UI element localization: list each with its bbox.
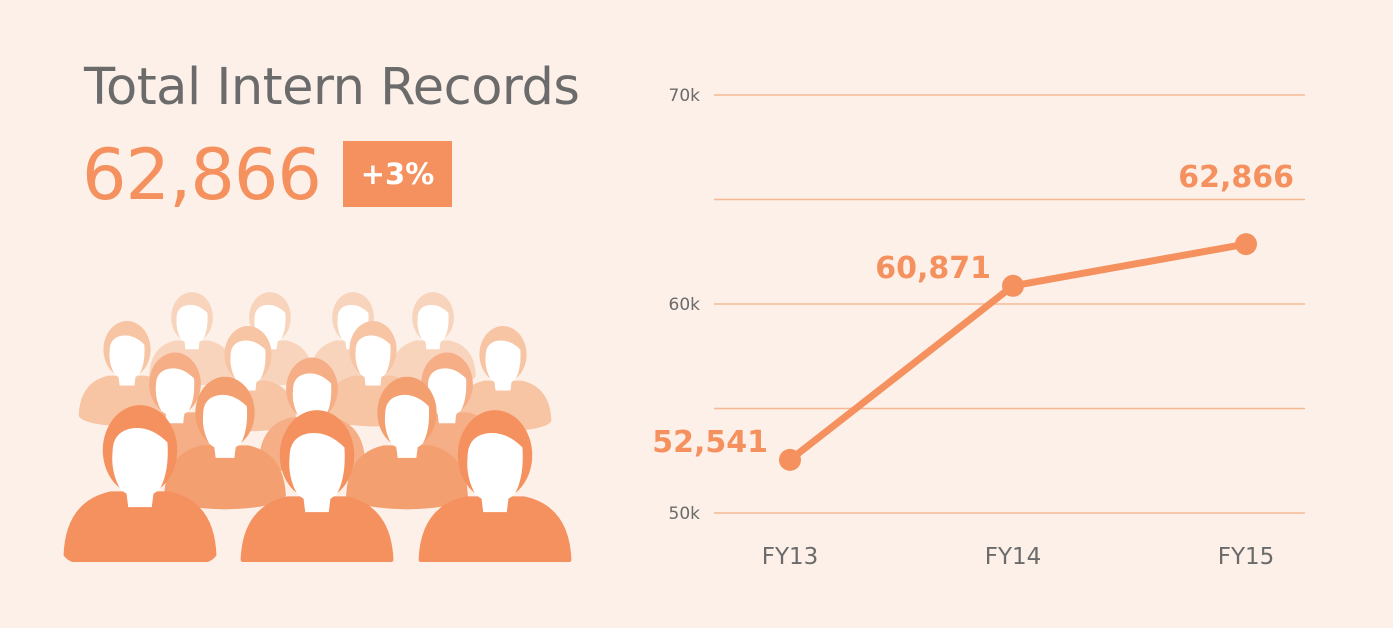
data-label: 60,871: [875, 251, 991, 286]
change-badge: +3%: [343, 141, 452, 207]
data-label: 62,866: [1178, 160, 1294, 195]
data-label: 52,541: [652, 425, 768, 460]
page-title: Total Intern Records: [84, 58, 580, 117]
x-tick-label: FY13: [762, 544, 819, 570]
data-point: [779, 448, 801, 471]
data-point: [1235, 233, 1257, 256]
x-tick-label: FY14: [985, 544, 1042, 570]
total-records-value: 62,866: [82, 134, 322, 216]
y-tick-label: 50k: [669, 504, 701, 524]
y-tick-label: 70k: [669, 86, 701, 106]
x-tick-label: FY15: [1218, 544, 1275, 570]
data-point: [1002, 274, 1024, 297]
y-tick-label: 60k: [669, 295, 701, 315]
